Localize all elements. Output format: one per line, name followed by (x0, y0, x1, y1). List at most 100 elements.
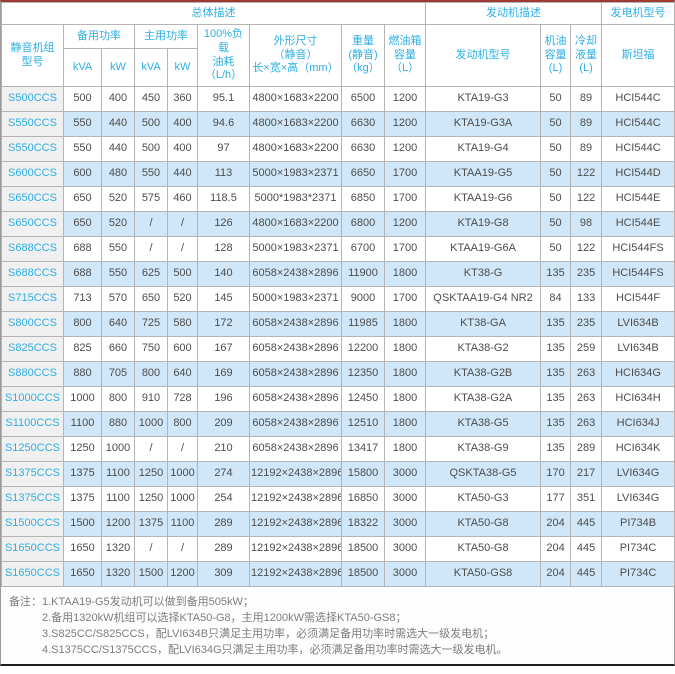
cell-prime-kva: 1375 (134, 511, 168, 537)
cell-fuel-consumption: 128 (197, 236, 250, 262)
cell-engine-model: KTAA19-G5 (425, 161, 542, 187)
cell-fuel-tank: 1700 (383, 186, 427, 212)
model-link[interactable]: S825CCS (1, 336, 64, 362)
cell-weight: 6700 (341, 236, 385, 262)
cell-fuel-consumption: 289 (197, 511, 250, 537)
cell-prime-kw: 400 (167, 136, 198, 162)
header-fuel-consumption: 100%负载 油耗 （L/h） (197, 24, 250, 87)
cell-coolant-capacity: 122 (570, 236, 603, 262)
cell-fuel-tank: 1700 (383, 161, 427, 187)
cell-standby-kw: 570 (101, 286, 135, 312)
cell-fuel-consumption: 172 (197, 311, 250, 337)
model-link[interactable]: S688CCS (1, 236, 64, 262)
cell-standby-kw: 1320 (101, 536, 135, 562)
cell-fuel-tank: 1200 (383, 136, 427, 162)
cell-weight: 12510 (341, 411, 385, 437)
cell-prime-kva: 910 (134, 386, 168, 412)
model-link[interactable]: S650CCS (1, 186, 64, 212)
cell-coolant-capacity: 89 (570, 86, 603, 112)
cell-generator-model: HCI544F (601, 286, 675, 312)
cell-prime-kw: 400 (167, 111, 198, 137)
cell-standby-kva: 650 (63, 186, 102, 212)
model-link[interactable]: S1375CCS (1, 461, 64, 487)
cell-engine-model: KTA19-G3 (425, 86, 542, 112)
cell-generator-model: HCI634H (601, 386, 675, 412)
model-link[interactable]: S1250CCS (1, 436, 64, 462)
cell-prime-kw: 440 (167, 161, 198, 187)
cell-prime-kva: 500 (134, 111, 168, 137)
cell-prime-kw: 460 (167, 186, 198, 212)
table-body: S500CCS 500 400 450 360 95.1 4800×1683×2200 650… (1, 86, 675, 587)
model-link[interactable]: S688CCS (1, 261, 64, 287)
model-link[interactable]: S600CCS (1, 161, 64, 187)
cell-prime-kw: 580 (167, 311, 198, 337)
cell-generator-model: HCI634K (601, 436, 675, 462)
cell-weight: 6630 (341, 136, 385, 162)
model-link[interactable]: S715CCS (1, 286, 64, 312)
cell-oil-capacity: 50 (540, 161, 572, 187)
model-link[interactable]: S1500CCS (1, 511, 64, 537)
cell-standby-kva: 600 (63, 161, 102, 187)
cell-engine-model: KTA50-G8 (425, 536, 542, 562)
header-standby-kw: kW (101, 48, 135, 87)
cell-dimensions: 6058×2438×2896 (249, 361, 342, 387)
cell-coolant-capacity: 445 (570, 511, 603, 537)
cell-engine-model: KTA19-G8 (425, 211, 542, 237)
cell-fuel-consumption: 274 (197, 461, 250, 487)
cell-oil-capacity: 84 (540, 286, 572, 312)
model-link[interactable]: S1375CCS (1, 486, 64, 512)
cell-dimensions: 12192×2438×2896 (249, 486, 342, 512)
table-row: S500CCS 500 400 450 360 95.1 4800×1683×2200 650… (1, 86, 675, 112)
cell-fuel-tank: 1800 (383, 336, 427, 362)
cell-weight: 6630 (341, 111, 385, 137)
cell-standby-kw: 520 (101, 211, 135, 237)
cell-standby-kva: 1100 (63, 411, 102, 437)
cell-standby-kva: 1650 (63, 561, 102, 587)
model-link[interactable]: S1650CCS (1, 561, 64, 587)
cell-weight: 12350 (341, 361, 385, 387)
cell-engine-model: KTA19-G4 (425, 136, 542, 162)
cell-oil-capacity: 135 (540, 436, 572, 462)
model-link[interactable]: S800CCS (1, 311, 64, 337)
cell-generator-model: PI734C (601, 536, 675, 562)
header-dimensions: 外形尺寸 （静音） 长×宽×高（mm） (249, 24, 342, 87)
table-row: S825CCS 825 660 750 600 167 6058×2438×2896 1220… (1, 336, 675, 362)
cell-engine-model: QSKTAA19-G4 NR2 (425, 286, 542, 312)
cell-oil-capacity: 135 (540, 386, 572, 412)
cell-generator-model: PI734C (601, 561, 675, 587)
cell-engine-model: KT38-GA (425, 311, 542, 337)
table-row: S688CCS 688 550//128 5000×1983×2371 6700 1700… (1, 236, 675, 262)
header-engine-model: 发动机型号 (425, 24, 542, 87)
group-header-generator: 发电机型号 (601, 2, 675, 25)
cell-dimensions: 4800×1683×2200 (249, 111, 342, 137)
cell-standby-kva: 1375 (63, 486, 102, 512)
cell-weight: 12450 (341, 386, 385, 412)
cell-engine-model: KTA50-GS8 (425, 561, 542, 587)
model-link[interactable]: S1000CCS (1, 386, 64, 412)
cell-fuel-tank: 3000 (383, 561, 427, 587)
cell-prime-kva: 575 (134, 186, 168, 212)
cell-generator-model: HCI544C (601, 136, 675, 162)
model-link[interactable]: S880CCS (1, 361, 64, 387)
header-prime-power: 主用功率 (134, 24, 198, 49)
cell-engine-model: KTA38-G2A (425, 386, 542, 412)
cell-weight: 15800 (341, 461, 385, 487)
cell-standby-kw: 1200 (101, 511, 135, 537)
model-link[interactable]: S650CCS (1, 211, 64, 237)
cell-fuel-consumption: 289 (197, 536, 250, 562)
model-link[interactable]: S550CCS (1, 136, 64, 162)
model-link[interactable]: S1650CCS (1, 536, 64, 562)
model-link[interactable]: S500CCS (1, 86, 64, 112)
cell-fuel-consumption: 254 (197, 486, 250, 512)
cell-prime-kva: 1250 (134, 486, 168, 512)
cell-prime-kw: 600 (167, 336, 198, 362)
cell-generator-model: HCI544FS (601, 261, 675, 287)
cell-prime-kw: 640 (167, 361, 198, 387)
model-link[interactable]: S550CCS (1, 111, 64, 137)
cell-prime-kva: / (134, 436, 168, 462)
cell-standby-kva: 825 (63, 336, 102, 362)
model-link[interactable]: S1100CCS (1, 411, 64, 437)
cell-prime-kw: 1200 (167, 561, 198, 587)
group-header-engine: 发动机描述 (425, 2, 603, 25)
